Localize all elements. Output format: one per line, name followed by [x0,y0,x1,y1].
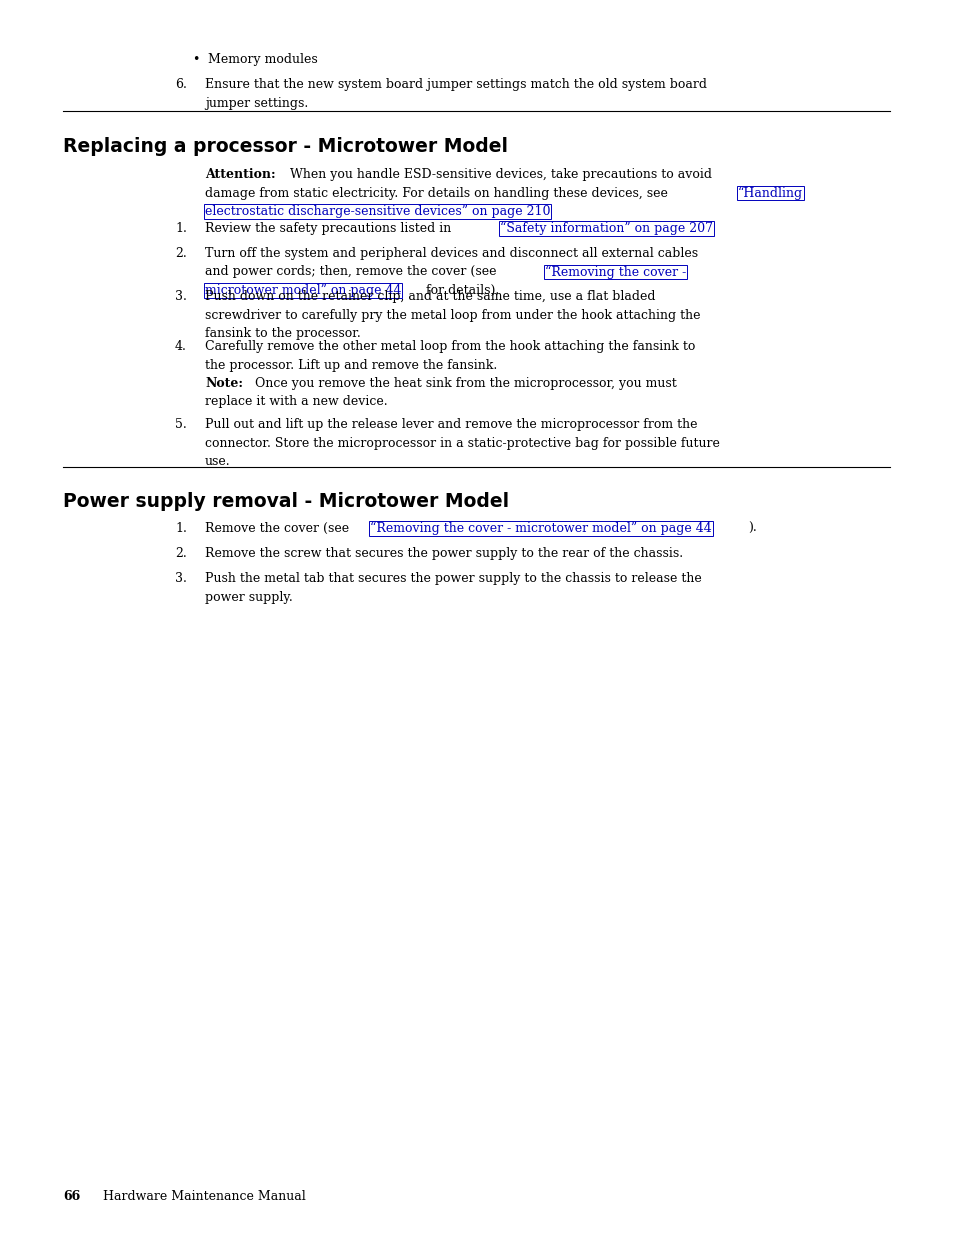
Text: 2.: 2. [174,547,187,559]
Text: jumper settings.: jumper settings. [205,96,308,110]
Text: Replacing a processor - Microtower Model: Replacing a processor - Microtower Model [63,137,507,156]
Text: Pull out and lift up the release lever and remove the microprocessor from the: Pull out and lift up the release lever a… [205,417,697,431]
Text: 3.: 3. [174,290,187,303]
Text: Remove the cover (see: Remove the cover (see [205,522,353,535]
Text: use.: use. [205,454,231,468]
Text: microtower model” on page 44: microtower model” on page 44 [205,284,401,296]
Text: Remove the screw that secures the power supply to the rear of the chassis.: Remove the screw that secures the power … [205,547,682,559]
Text: for details).: for details). [421,284,498,296]
Text: “Safety information” on page 207: “Safety information” on page 207 [499,222,712,235]
Text: Carefully remove the other metal loop from the hook attaching the fansink to: Carefully remove the other metal loop fr… [205,340,695,353]
Text: ).: ). [747,522,756,535]
Text: 1.: 1. [174,522,187,535]
Text: Power supply removal - Microtower Model: Power supply removal - Microtower Model [63,492,509,511]
Text: Ensure that the new system board jumper settings match the old system board: Ensure that the new system board jumper … [205,78,706,91]
Text: connector. Store the microprocessor in a static-protective bag for possible futu: connector. Store the microprocessor in a… [205,436,720,450]
Text: When you handle ESD-sensitive devices, take precautions to avoid: When you handle ESD-sensitive devices, t… [277,168,711,182]
Text: electrostatic discharge-sensitive devices” on page 210: electrostatic discharge-sensitive device… [205,205,550,219]
Text: Hardware Maintenance Manual: Hardware Maintenance Manual [91,1191,305,1203]
Text: and power cords; then, remove the cover (see: and power cords; then, remove the cover … [205,266,500,279]
Text: Turn off the system and peripheral devices and disconnect all external cables: Turn off the system and peripheral devic… [205,247,698,261]
Text: 66: 66 [63,1191,80,1203]
Text: Once you remove the heat sink from the microprocessor, you must: Once you remove the heat sink from the m… [247,377,676,390]
Text: Push down on the retainer clip, and at the same time, use a flat bladed: Push down on the retainer clip, and at t… [205,290,655,303]
Text: 4.: 4. [174,340,187,353]
Text: Note:: Note: [205,377,243,390]
Text: 1.: 1. [174,222,187,235]
Text: 3.: 3. [174,572,187,585]
Text: fansink to the processor.: fansink to the processor. [205,327,360,340]
Text: “Removing the cover -: “Removing the cover - [544,266,685,279]
Text: Push the metal tab that secures the power supply to the chassis to release the: Push the metal tab that secures the powe… [205,572,701,585]
Text: 2.: 2. [174,247,187,261]
Text: 5.: 5. [174,417,187,431]
Text: Attention:: Attention: [205,168,275,182]
Text: 6.: 6. [174,78,187,91]
Text: “Removing the cover - microtower model” on page 44: “Removing the cover - microtower model” … [370,522,711,535]
Text: screwdriver to carefully pry the metal loop from under the hook attaching the: screwdriver to carefully pry the metal l… [205,309,700,321]
Text: the processor. Lift up and remove the fansink.: the processor. Lift up and remove the fa… [205,358,497,372]
Text: power supply.: power supply. [205,590,293,604]
Text: replace it with a new device.: replace it with a new device. [205,395,387,409]
Text: damage from static electricity. For details on handling these devices, see: damage from static electricity. For deta… [205,186,671,200]
Text: •: • [192,53,199,65]
Text: Review the safety precautions listed in: Review the safety precautions listed in [205,222,455,235]
Text: Memory modules: Memory modules [208,53,317,65]
Text: “Handling: “Handling [738,186,802,200]
